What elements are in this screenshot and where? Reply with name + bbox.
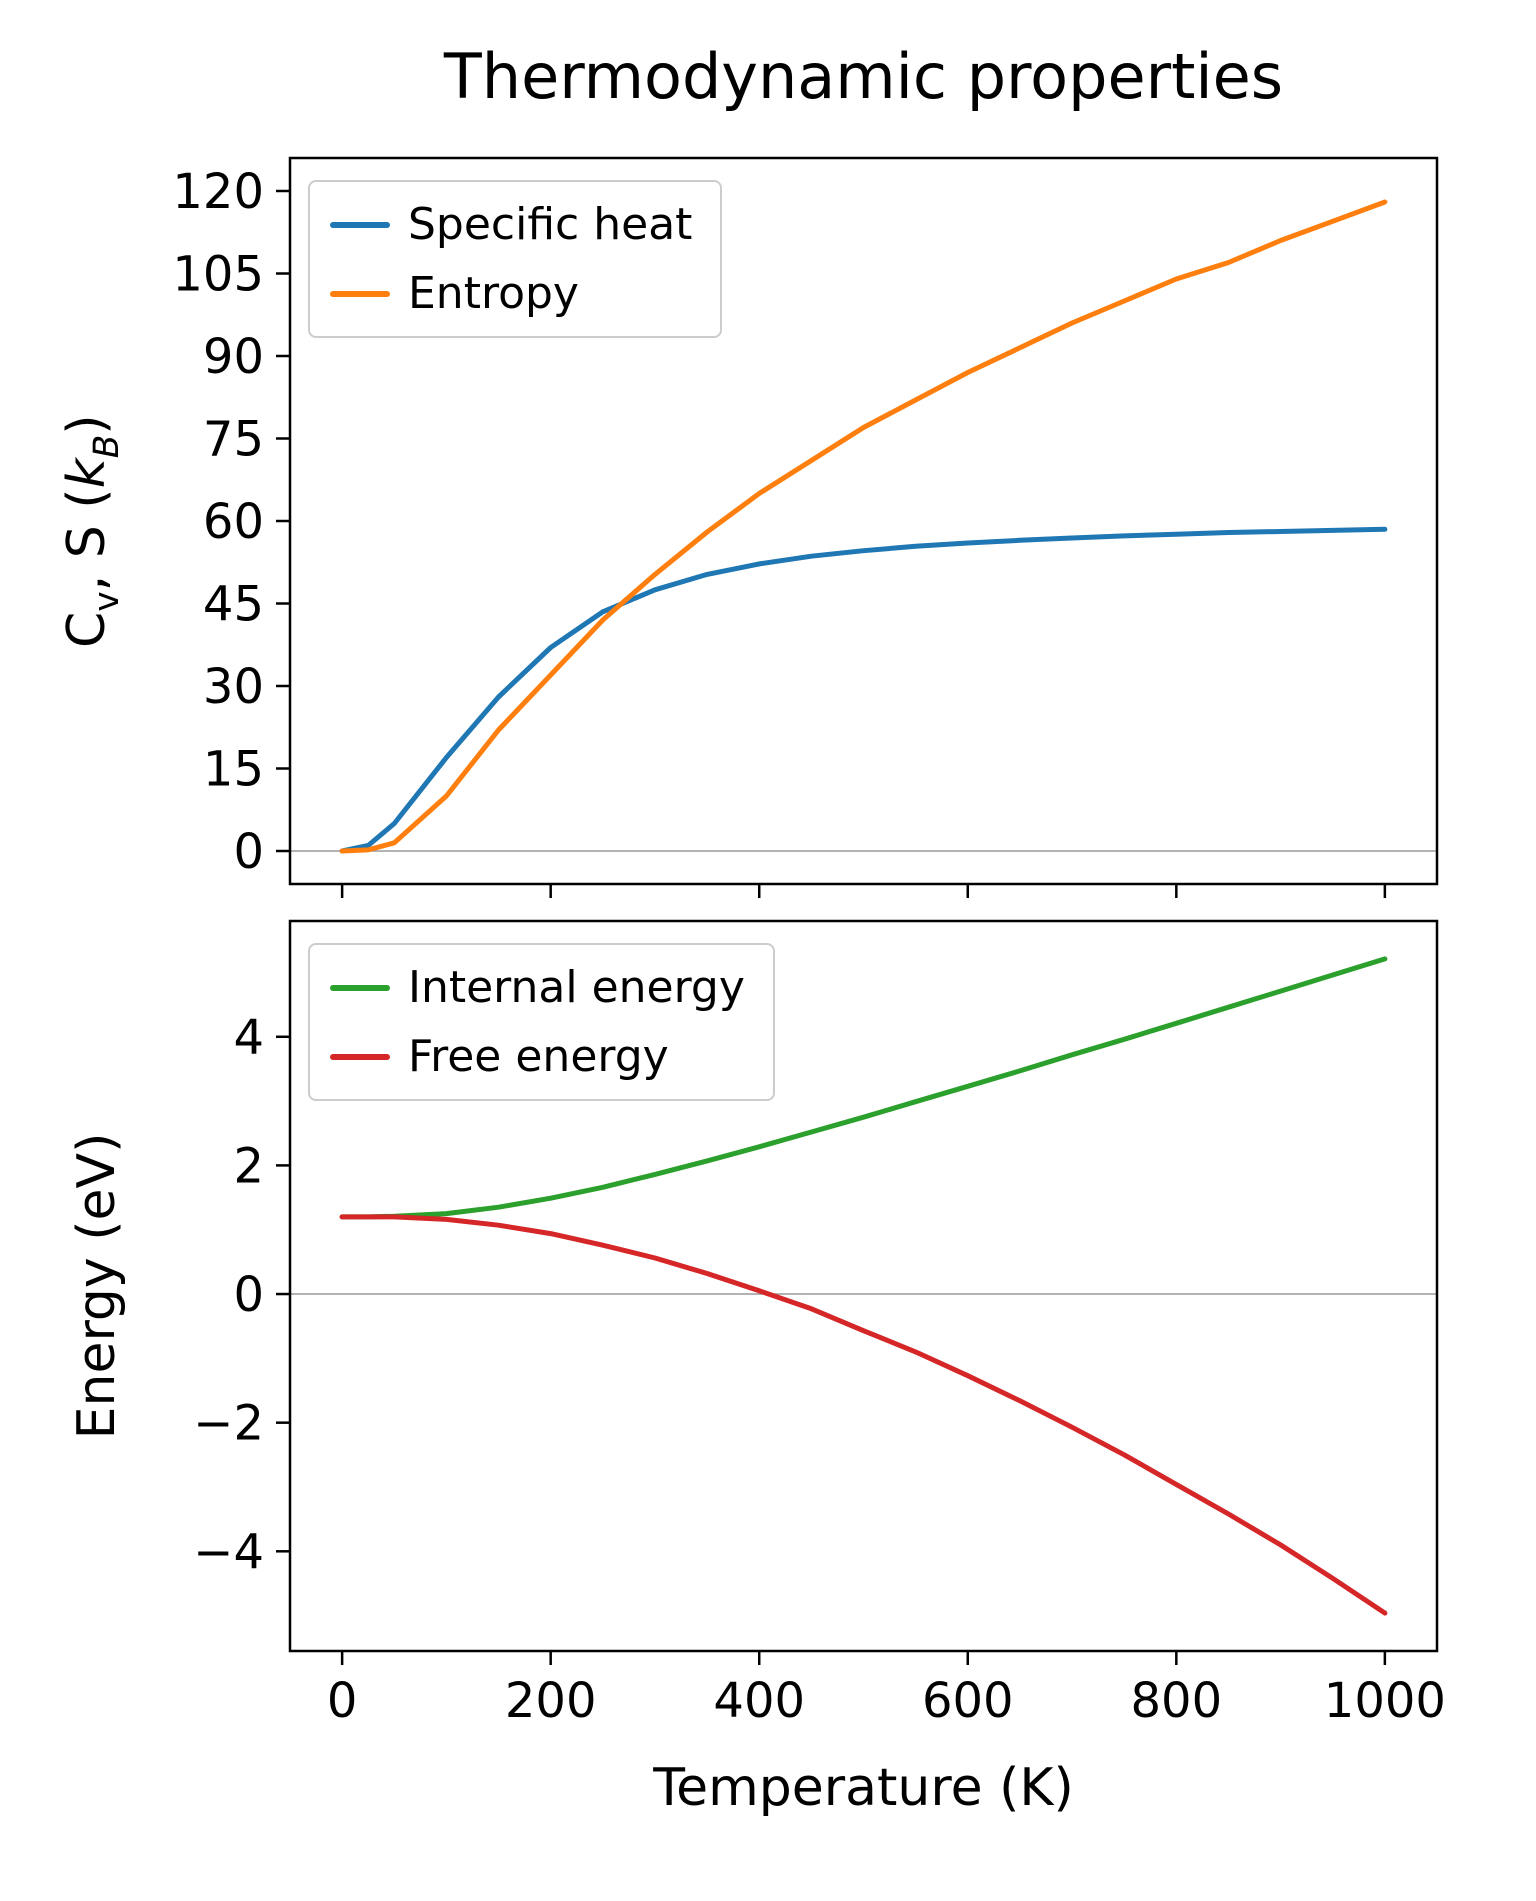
y-tick-label: 0 xyxy=(233,1267,264,1323)
legend-item-free-energy: Free energy xyxy=(330,1030,745,1083)
x-tick-label: 1000 xyxy=(1324,1673,1446,1729)
free-energy-line-swatch xyxy=(330,1053,390,1060)
series-line-internal-energy xyxy=(339,956,1388,1220)
axes-spines xyxy=(288,919,1439,1653)
bottom-y-axis-label: Energy (eV) xyxy=(67,1132,127,1440)
ylabel-top-mid: , S ( xyxy=(56,488,117,592)
y-tick-label: 45 xyxy=(203,577,264,633)
figure-title: Thermodynamic properties xyxy=(443,40,1284,113)
y-tick-label: 0 xyxy=(233,824,264,880)
y-tick-label: 105 xyxy=(172,247,264,303)
series-line-entropy xyxy=(339,199,1388,854)
y-tick-label: −4 xyxy=(193,1524,264,1580)
ylabel-top-sub-v: v xyxy=(87,591,128,612)
top-y-axis-label: Cv, S (kB) xyxy=(47,181,147,881)
x-tick-label: 600 xyxy=(922,1673,1014,1729)
y-tick-label: 120 xyxy=(172,164,264,220)
y-tick-label: 2 xyxy=(233,1138,264,1194)
y-tick-label: 30 xyxy=(203,659,264,715)
x-tick-label: 400 xyxy=(713,1673,805,1729)
legend-item-entropy: Entropy xyxy=(330,267,692,320)
ylabel-top-close: ) xyxy=(56,414,117,435)
y-tick-label: 60 xyxy=(203,494,264,550)
internal-energy-line-swatch xyxy=(330,984,390,991)
specific-heat-line-swatch xyxy=(330,221,390,228)
legend-label-specific-heat: Specific heat xyxy=(408,199,693,250)
y-tick-label: 15 xyxy=(203,742,264,798)
ylabel-top-c: C xyxy=(56,611,117,648)
legend-item-internal-energy: Internal energy xyxy=(330,961,745,1014)
y-tick-label: −2 xyxy=(193,1396,264,1452)
legend-label-internal-energy: Internal energy xyxy=(408,962,745,1013)
ylabel-top-sub-b: B xyxy=(87,434,128,459)
legend-item-specific-heat: Specific heat xyxy=(330,198,692,251)
x-tick-label: 0 xyxy=(327,1673,358,1729)
y-tick-label: 90 xyxy=(203,329,264,385)
x-tick-label: 200 xyxy=(505,1673,597,1729)
x-axis-label: Temperature (K) xyxy=(653,1758,1074,1818)
x-tick-label: 800 xyxy=(1131,1673,1223,1729)
legend-label-free-energy: Free energy xyxy=(408,1031,669,1082)
legend-label-entropy: Entropy xyxy=(408,268,579,319)
y-tick-label: 4 xyxy=(233,1010,264,1066)
series-line-free-energy xyxy=(339,1214,1388,1616)
series-line-specific-heat xyxy=(339,526,1388,854)
y-tick-label: 75 xyxy=(203,412,264,468)
legend-top: Specific heat Entropy xyxy=(308,180,723,338)
ylabel-top-k: k xyxy=(56,458,117,489)
legend-bottom: Internal energy Free energy xyxy=(308,943,775,1101)
entropy-line-swatch xyxy=(330,290,390,297)
